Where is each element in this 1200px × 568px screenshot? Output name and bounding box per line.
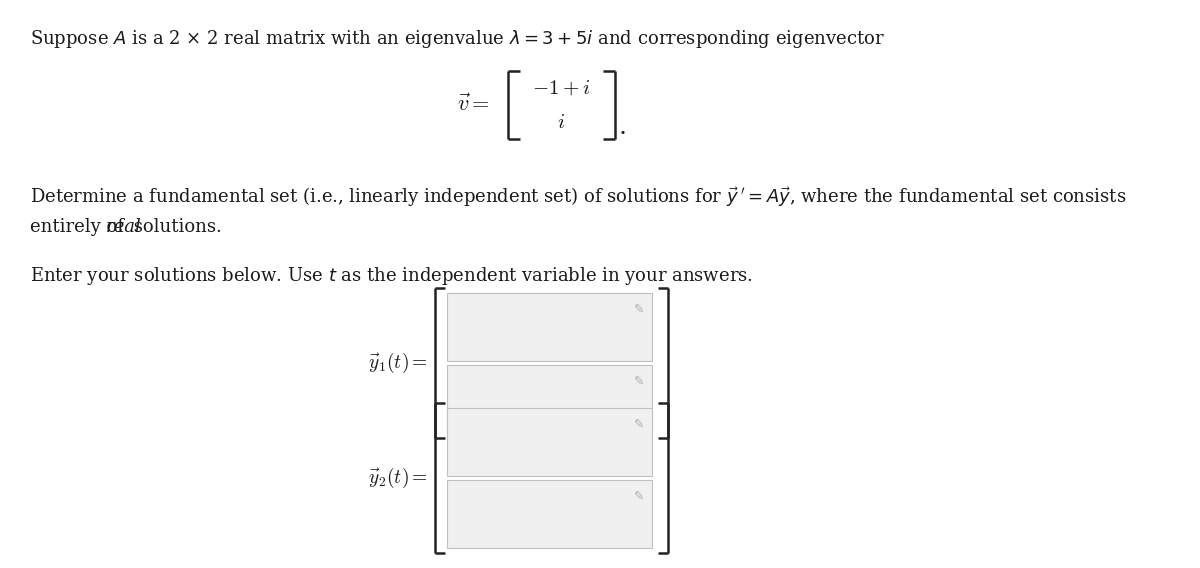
Text: $\vec{y}_1(t) =$: $\vec{y}_1(t) =$ <box>368 351 428 375</box>
Bar <box>446 480 652 548</box>
Text: .: . <box>619 115 628 139</box>
Text: ✎: ✎ <box>634 375 644 388</box>
Text: Determine a fundamental set (i.e., linearly independent set) of solutions for $\: Determine a fundamental set (i.e., linea… <box>30 185 1127 209</box>
Bar <box>446 293 652 361</box>
Text: $\vec{v} =$: $\vec{v} =$ <box>457 94 490 116</box>
Text: real: real <box>106 218 142 236</box>
Text: solutions.: solutions. <box>128 218 222 236</box>
Bar <box>446 365 652 433</box>
Text: $i$: $i$ <box>557 114 565 132</box>
Text: $-1 + i$: $-1 + i$ <box>533 78 590 98</box>
Text: ✎: ✎ <box>634 303 644 316</box>
Text: $\vec{y}_2(t) =$: $\vec{y}_2(t) =$ <box>368 466 428 490</box>
Text: entirely of: entirely of <box>30 218 130 236</box>
Text: ✎: ✎ <box>634 418 644 431</box>
Bar <box>446 408 652 476</box>
Text: ✎: ✎ <box>634 490 644 503</box>
Text: Suppose $A$ is a 2 × 2 real matrix with an eigenvalue $\lambda = 3 + 5i$ and cor: Suppose $A$ is a 2 × 2 real matrix with … <box>30 28 884 50</box>
Text: Enter your solutions below. Use $t$ as the independent variable in your answers.: Enter your solutions below. Use $t$ as t… <box>30 265 752 287</box>
